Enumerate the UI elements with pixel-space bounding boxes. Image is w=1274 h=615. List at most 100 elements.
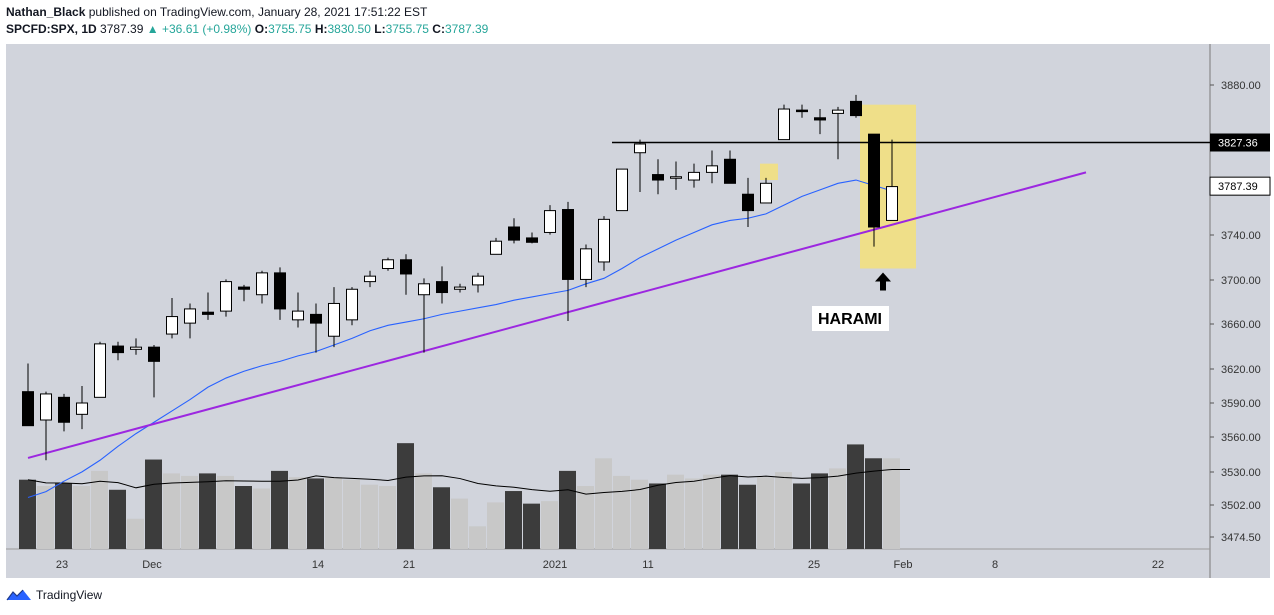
y-tick-label: 3740.00 [1221,230,1261,242]
candlesticks [22,94,898,461]
candle-body [40,393,52,421]
candle [310,303,322,353]
candle-body [472,275,484,286]
volume-bar [505,491,522,549]
candle [670,161,682,190]
candle-body [328,302,340,337]
x-tick-label: Dec [142,559,162,571]
volume-bar [487,502,504,549]
y-tick-label: 3660.00 [1221,319,1261,331]
footer: TradingView [6,588,102,602]
volume-ma-line [27,468,910,495]
candle [22,363,34,427]
volume-bar [397,443,414,549]
candle [418,278,430,353]
author-name[interactable]: Nathan_Black [6,5,86,19]
candle [868,133,880,247]
low-value: 3755.75 [385,22,429,36]
brand-name[interactable]: TradingView [36,588,103,602]
annotations: HARAMI [812,272,891,331]
candle-body [814,117,826,121]
y-tick-label: 3502.00 [1221,500,1261,512]
x-tick-label: 11 [642,559,653,571]
volume-bar [541,501,558,549]
candle-body [76,402,88,415]
candle [292,292,304,328]
y-tick-label: 3560.00 [1221,432,1261,444]
volume-bar [523,503,540,549]
x-tick-label: 25 [808,559,820,571]
candle [238,284,250,302]
tradingview-logo-icon [6,589,31,601]
x-axis-labels: 23 Dec 14 21 2021 11 25 Feb 8 22 [56,559,1164,571]
candle [58,393,70,432]
resistance-price-label: 3827.36 [1218,137,1258,149]
candle-body [490,240,502,255]
candle-body [688,171,700,181]
trendline [27,171,1087,459]
volume-bar [199,473,216,549]
candle-body [58,396,70,423]
volume-bar [559,470,576,549]
candle-body [292,310,304,321]
candle-body [256,272,268,296]
candle [562,201,574,321]
volume-bar [235,486,252,549]
volume-bar [775,472,792,549]
harami-label-box [812,306,889,331]
volume-bars [19,443,910,549]
volume-bar [145,459,162,549]
volume-bar [379,486,396,549]
candle-body [616,168,628,212]
last-price: 3787.39 [100,22,144,36]
volume-bar [217,475,234,549]
price-axis[interactable] [1210,44,1270,578]
price-change: +36.61 (+0.98%) [162,22,252,36]
candle [202,292,214,320]
candle-body [580,248,592,280]
candle [598,216,610,271]
volume-bar [577,486,594,549]
up-arrow-icon [875,272,891,291]
candle [580,244,592,288]
volume-bar [361,484,378,549]
symbol-label[interactable]: SPCFD:SPX, 1D [6,22,97,36]
open-label: O: [254,22,269,36]
candle-body [598,218,610,263]
volume-bar [847,444,864,549]
candle-body [778,108,790,141]
candle-body [652,174,664,181]
candle [652,159,664,195]
volume-bar [91,470,108,549]
candle-body [454,286,466,290]
candle-body [364,275,376,283]
candle [220,279,232,317]
volume-bar [613,475,630,549]
volume-bar [73,486,90,549]
x-tick-label: 8 [992,559,998,571]
volume-bar [433,487,450,549]
volume-bar [865,458,882,549]
volume-bar [757,477,774,549]
candle-body [184,308,196,324]
candle [490,237,502,255]
candle-body [526,237,538,243]
candle-body [166,316,178,335]
candle [328,287,340,348]
candle [130,338,142,355]
candle-body [724,158,736,184]
candle [544,205,556,235]
volume-bar [685,478,702,549]
candle [166,298,178,339]
resistance-price-tag [1210,133,1270,152]
candle [760,177,772,204]
candle [40,391,52,461]
up-arrow-icon: ▲ [146,22,159,36]
candle [256,270,268,304]
candle-body [202,311,214,315]
volume-bar [883,458,900,549]
y-tick-label: 3590.00 [1221,398,1261,410]
y-tick-label: 3700.00 [1221,275,1261,287]
candle-body [346,288,358,321]
